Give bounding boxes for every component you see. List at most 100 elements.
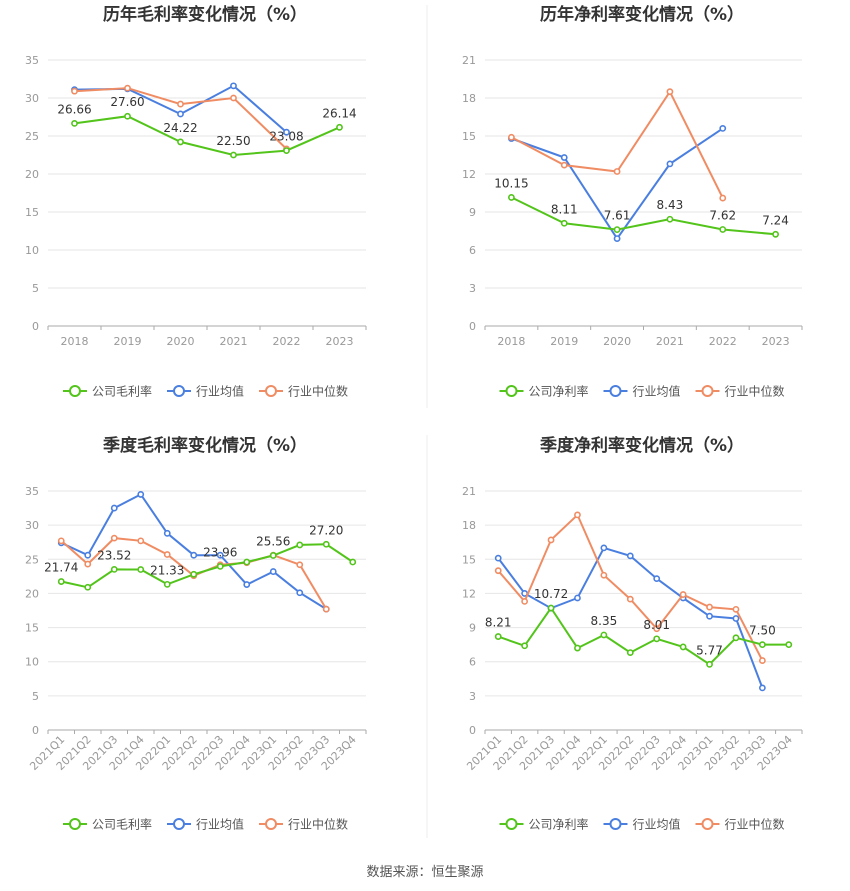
data-point: [71, 87, 78, 95]
y-tick-label: 3: [469, 282, 476, 295]
y-tick-label: 9: [469, 622, 476, 635]
data-point: [732, 615, 740, 622]
y-tick-label: 15: [462, 553, 476, 566]
data-label: 8.01: [643, 618, 670, 632]
data-point: [626, 552, 634, 560]
x-tick-label: 2019: [114, 335, 142, 348]
data-point: [508, 133, 515, 141]
data-point: [216, 562, 224, 570]
data-point: [626, 649, 634, 657]
y-tick-label: 9: [469, 206, 476, 219]
data-point: [508, 194, 515, 201]
data-point: [163, 580, 171, 588]
legend-marker: [701, 818, 714, 830]
chart-title: 季度净利率变化情况（%）: [540, 435, 744, 456]
series-line: [61, 543, 354, 589]
data-point: [322, 540, 330, 548]
legend-item: 行业中位数: [259, 384, 348, 399]
data-point: [666, 88, 674, 96]
data-point: [322, 605, 330, 613]
legend-marker: [69, 385, 81, 397]
legend-marker: [701, 385, 714, 397]
data-point: [521, 642, 529, 650]
data-label: 26.66: [57, 102, 91, 116]
data-point: [574, 644, 581, 652]
legend-marker: [609, 385, 622, 397]
data-point: [137, 491, 145, 498]
data-point: [613, 235, 621, 242]
x-tick-label: 2020: [167, 335, 195, 348]
y-tick-label: 15: [462, 130, 476, 143]
data-point: [110, 565, 118, 573]
data-point: [84, 551, 92, 559]
x-tick-label: 2018: [497, 335, 525, 348]
data-point: [124, 112, 131, 120]
data-point: [613, 226, 621, 234]
chart-title: 历年净利率变化情况（%）: [540, 4, 744, 25]
y-tick-label: 0: [32, 724, 39, 737]
data-label: 7.61: [604, 209, 631, 223]
data-label: 8.43: [657, 198, 684, 212]
legend-item: 行业中位数: [695, 817, 785, 832]
y-tick-label: 18: [462, 519, 476, 532]
y-tick-label: 5: [32, 690, 39, 703]
y-tick-label: 10: [25, 244, 39, 257]
x-tick-label: 2023: [762, 335, 790, 348]
legend-item: 公司净利率: [499, 817, 589, 832]
chart-panel: 季度毛利率变化情况（%）051015202530352021Q12021Q220…: [25, 435, 367, 832]
data-point: [600, 544, 608, 552]
y-tick-label: 15: [25, 206, 39, 219]
legend-marker: [265, 818, 277, 830]
data-label: 7.62: [709, 208, 736, 222]
legend-item: 公司毛利率: [63, 817, 152, 832]
data-point: [137, 566, 145, 573]
legend-label: 公司净利率: [529, 817, 589, 832]
y-tick-label: 30: [25, 519, 39, 532]
legend-label: 行业均值: [196, 384, 244, 399]
chart-panel: 历年净利率变化情况（%） 0 3 6 9 12 15 18 21 2018 2019 2020 2021…: [462, 4, 803, 399]
data-label: 27.60: [110, 95, 144, 109]
legend-marker: [69, 818, 81, 830]
legend-label: 行业中位数: [288, 384, 348, 399]
data-label: 21.33: [150, 563, 184, 577]
data-point: [190, 570, 198, 578]
y-tick-label: 10: [25, 656, 39, 669]
data-label: 22.50: [216, 134, 250, 148]
legend-marker: [609, 818, 622, 830]
y-tick-label: 21: [462, 485, 476, 498]
legend-item: 行业均值: [167, 384, 244, 399]
series-line: [74, 115, 340, 157]
data-point: [653, 635, 661, 643]
data-label: 24.22: [163, 121, 197, 135]
data-point: [296, 589, 304, 597]
data-point: [124, 84, 131, 92]
data-label: 10.72: [534, 587, 568, 601]
data-source-note: 数据来源：恒生聚源: [366, 865, 484, 880]
series-line: [510, 89, 724, 199]
data-point: [653, 575, 661, 583]
data-point: [719, 226, 727, 233]
data-point: [137, 537, 145, 545]
y-tick-label: 15: [25, 622, 39, 635]
y-tick-label: 35: [25, 485, 39, 498]
data-point: [57, 578, 65, 585]
data-label: 8.35: [591, 614, 618, 628]
y-tick-label: 12: [462, 587, 476, 600]
data-point: [679, 643, 687, 651]
legend-marker: [265, 385, 277, 397]
legend-label: 行业中位数: [725, 384, 785, 399]
legend-marker: [505, 818, 518, 830]
chart-panel: 季度净利率变化情况（%）0369121518212021Q12021Q22021…: [462, 435, 803, 832]
series-line: [497, 606, 789, 666]
y-tick-label: 25: [25, 553, 39, 566]
y-tick-label: 35: [25, 54, 39, 67]
data-point: [494, 633, 502, 640]
data-point: [600, 571, 608, 579]
legend-marker: [173, 818, 185, 830]
data-point: [163, 529, 171, 537]
data-label: 25.56: [256, 534, 290, 548]
data-label: 23.96: [203, 545, 237, 559]
y-tick-label: 0: [469, 724, 476, 737]
data-point: [613, 168, 621, 175]
legend-label: 公司净利率: [529, 384, 589, 399]
